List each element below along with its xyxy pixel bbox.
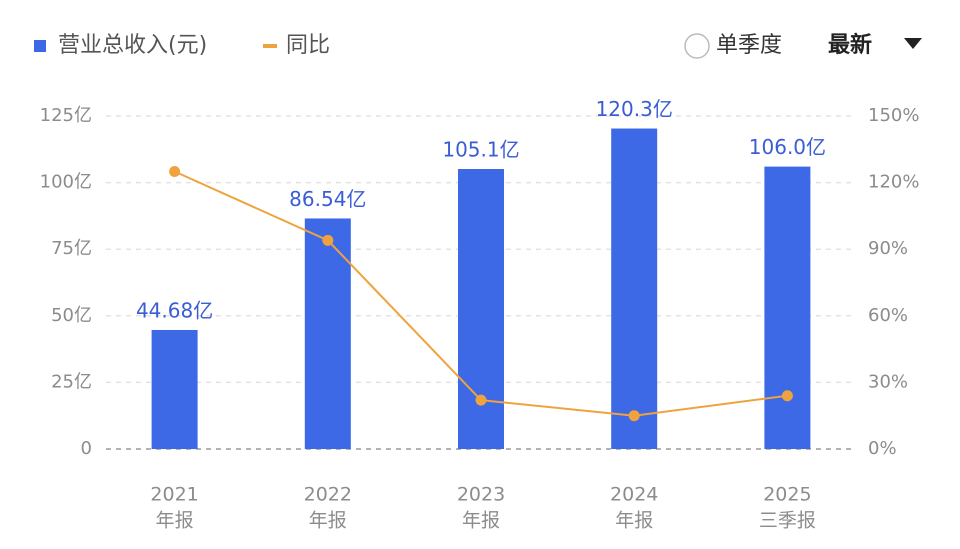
legend-swatch — [34, 40, 46, 52]
x-tick-label: 2024 — [610, 484, 658, 506]
line-point — [322, 234, 334, 246]
quarterly-toggle[interactable]: 单季度 — [716, 33, 782, 58]
period-select[interactable]: 最新 — [828, 32, 872, 58]
y2-tick-label: 0% — [868, 438, 897, 459]
x-tick-label: 三季报 — [759, 510, 816, 532]
line-point — [169, 166, 181, 177]
y-tick-label: 100亿 — [40, 172, 92, 193]
x-tick-label: 年报 — [615, 510, 653, 532]
y-tick-label: 0 — [81, 438, 92, 459]
x-tick-label: 2021 — [150, 484, 198, 506]
value-label: 105.1亿 — [442, 138, 519, 162]
line-point — [628, 410, 640, 422]
bar — [458, 169, 504, 449]
y2-tick-label: 90% — [868, 238, 908, 259]
legend-swatch — [263, 44, 277, 48]
x-tick-label: 2022 — [304, 484, 352, 506]
y-tick-label: 75亿 — [51, 238, 92, 259]
bar — [764, 166, 811, 449]
bar — [151, 329, 198, 449]
y2-tick-label: 30% — [868, 371, 908, 392]
legend-label: 同比 — [286, 33, 330, 58]
x-tick-label: 年报 — [156, 510, 194, 532]
line-point — [781, 390, 793, 402]
line-point — [475, 394, 487, 406]
bar — [304, 218, 351, 449]
y2-tick-label: 120% — [868, 172, 919, 193]
value-label: 44.68亿 — [136, 298, 213, 322]
y-tick-label: 25亿 — [51, 371, 92, 392]
y2-tick-label: 60% — [868, 305, 908, 326]
x-tick-label: 2023 — [457, 484, 505, 506]
x-tick-label: 年报 — [309, 510, 347, 532]
x-tick-label: 年报 — [462, 510, 500, 532]
radio-button[interactable] — [684, 33, 710, 59]
value-label: 106.0亿 — [749, 135, 826, 159]
value-label: 86.54亿 — [289, 187, 366, 211]
dropdown-arrow[interactable] — [904, 38, 922, 49]
legend-label: 营业总收入(元) — [58, 33, 207, 58]
y2-tick-label: 150% — [868, 105, 919, 126]
x-tick-label: 2025 — [763, 484, 811, 506]
y-tick-label: 50亿 — [51, 305, 92, 326]
value-label: 120.3亿 — [596, 97, 673, 121]
y-tick-label: 125亿 — [40, 105, 92, 126]
bar — [611, 128, 658, 449]
